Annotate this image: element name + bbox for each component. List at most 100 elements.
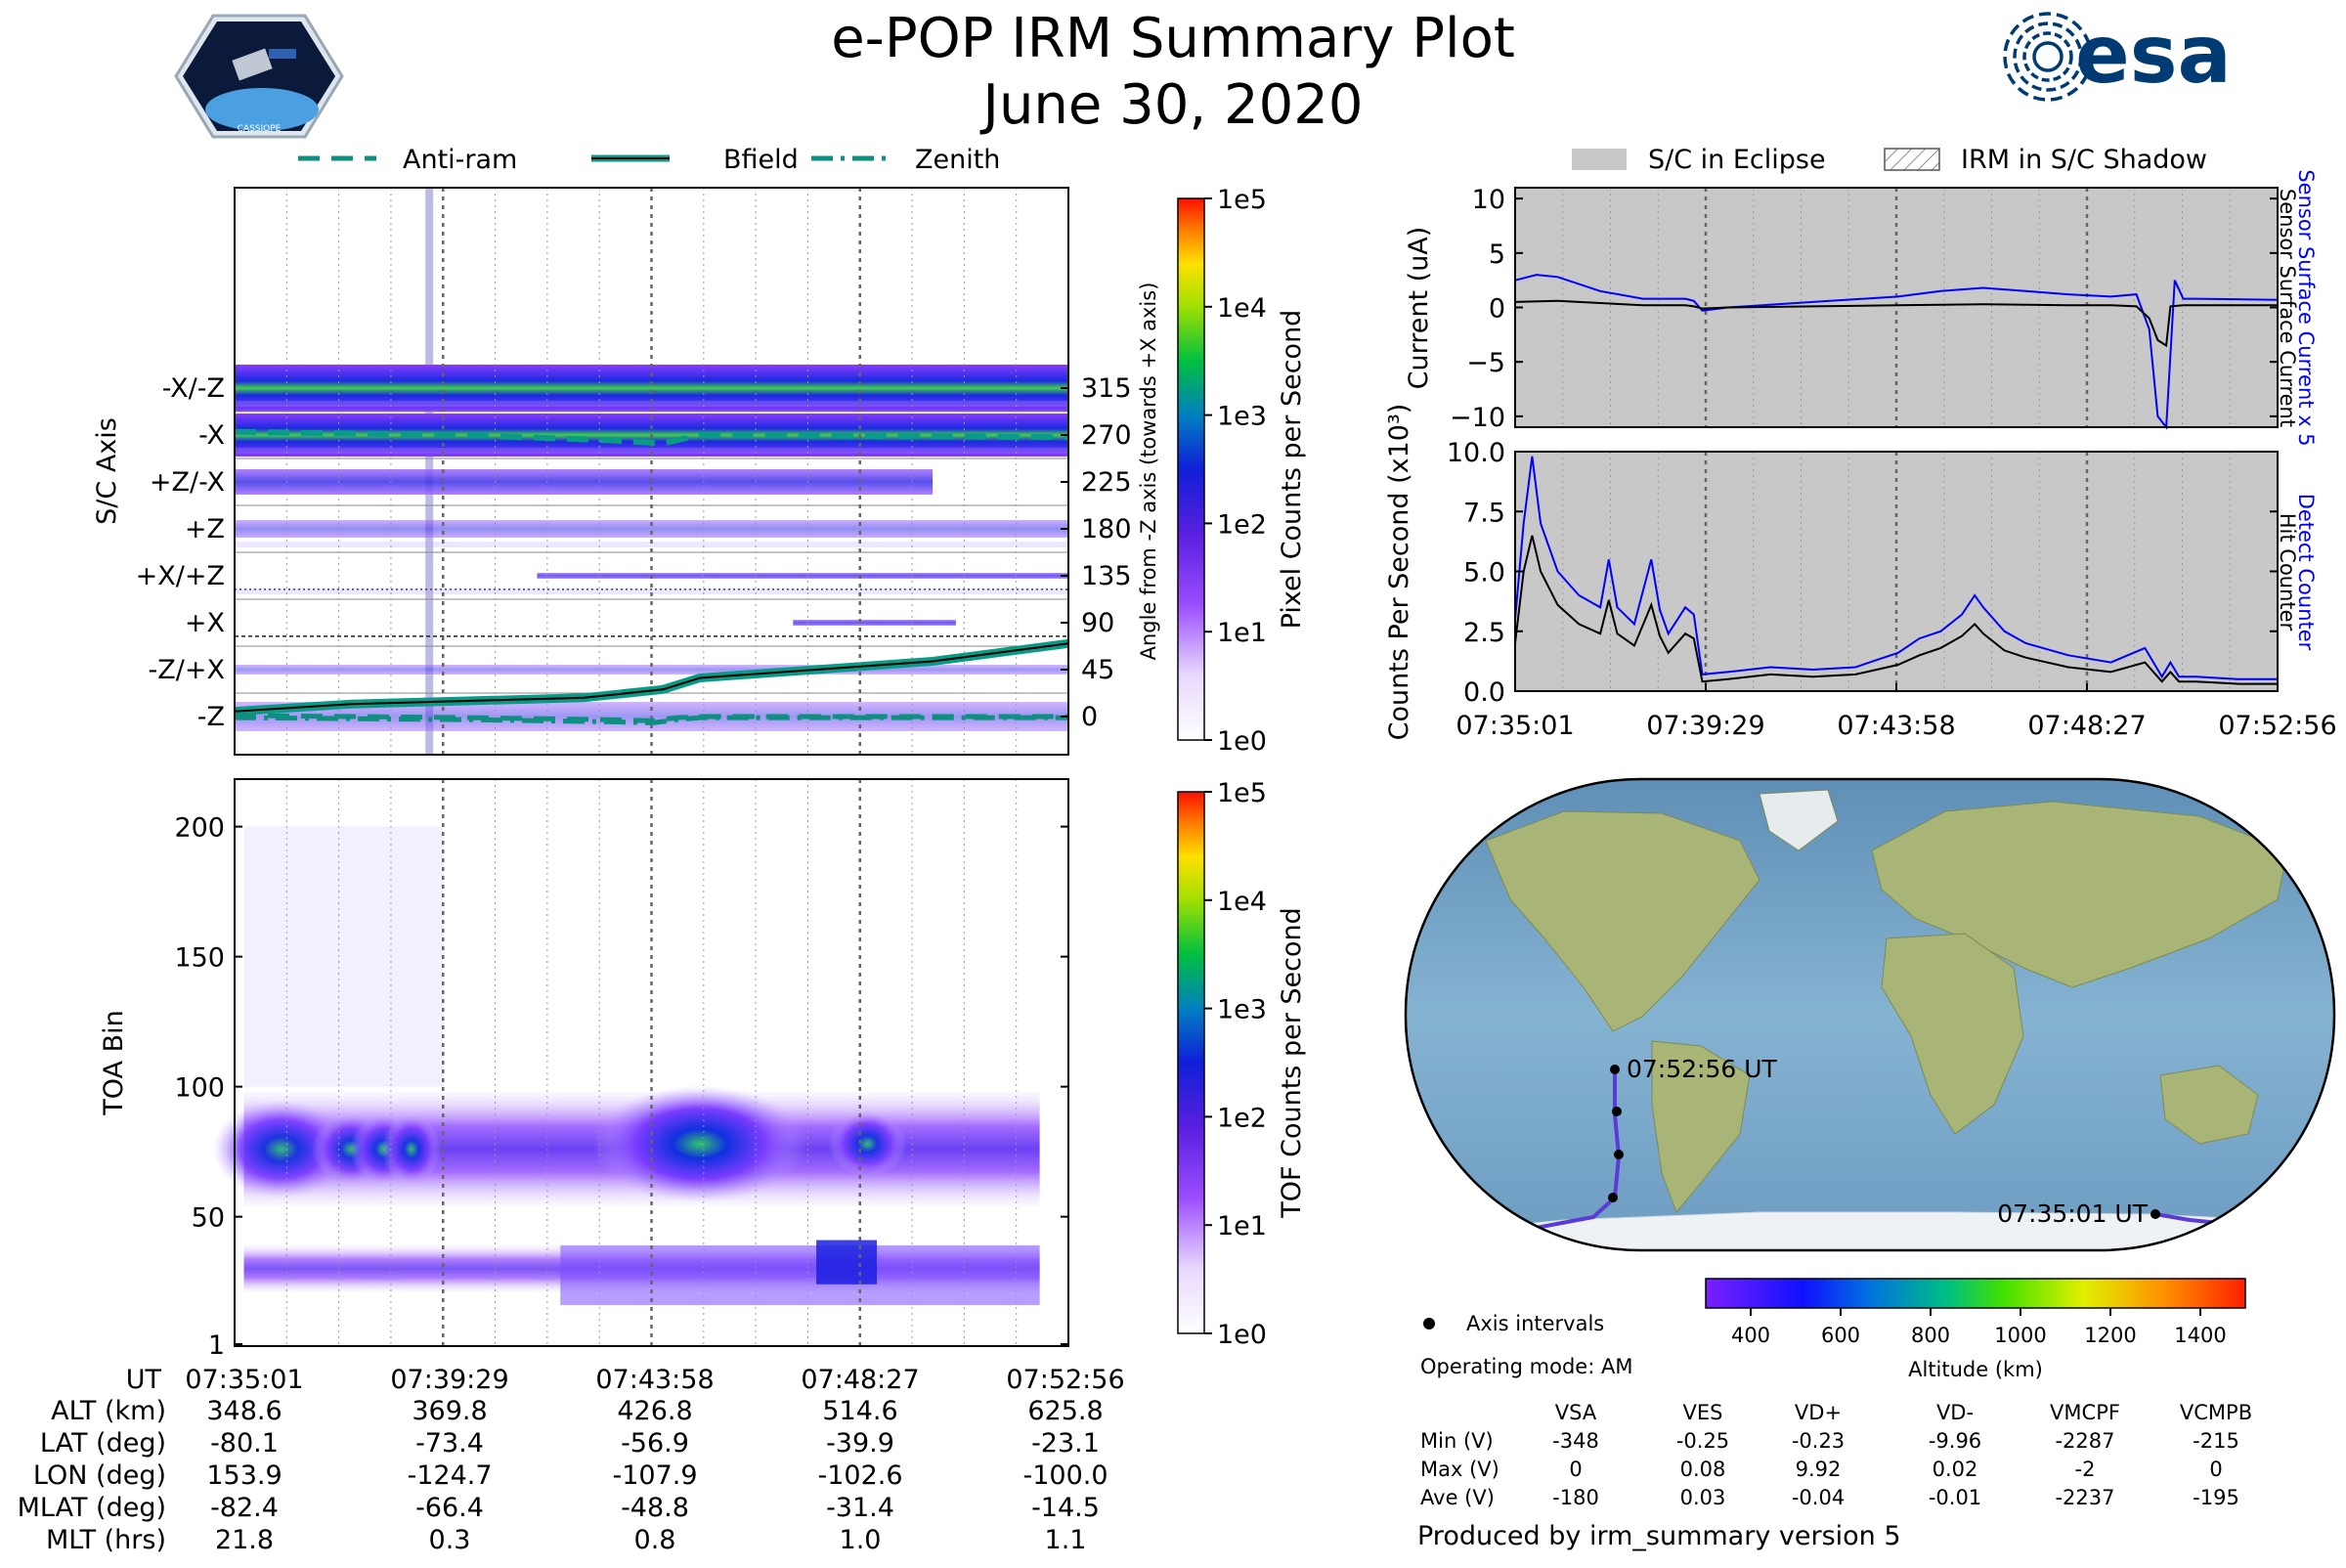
series-detect-counter: [1514, 456, 2278, 680]
altitude-colorbar-gradient: [1705, 1278, 2246, 1309]
map-frame: [1404, 777, 2336, 1252]
sc-axis-tick-label: +Z: [185, 514, 225, 544]
orbit-track: [1514, 1067, 1622, 1234]
esa-logo-text: esa: [2075, 9, 2232, 102]
ytick-label: 5.0: [1463, 558, 1505, 588]
esa-logo: esa: [2003, 9, 2232, 102]
ytick-label: 10.0: [1447, 438, 1505, 468]
ephemeris-time-label: 07:35:01: [185, 1365, 303, 1395]
voltage-row-label: Max (V): [1420, 1458, 1499, 1481]
colorbar-tick-label: 1e4: [1217, 887, 1267, 917]
counts-panel-yticks: 10.0 7.5 5.0 2.5 0.0: [1447, 438, 2278, 708]
pixel-panel-time-grid: [285, 188, 1018, 755]
page-title: e-POP IRM Summary Plot: [831, 7, 1515, 70]
ephemeris-value: 21.8: [215, 1525, 274, 1555]
ytick-label: −5: [1466, 348, 1505, 378]
ephemeris-value: 1.1: [1045, 1525, 1087, 1555]
pixel-panel-right-ticks: 315 270 225 180 135 90 45 0: [1061, 373, 1132, 732]
legend-shadow-swatch: [1884, 148, 1940, 171]
xtick-label: 07:35:01: [1455, 711, 1574, 741]
current-panel-bg: [1515, 188, 2278, 427]
voltage-value: -0.01: [1929, 1486, 1981, 1509]
ephemeris-value: -80.1: [210, 1428, 279, 1459]
current-panel-ylabel-right-blue: Sensor Surface Current x 5: [2294, 169, 2318, 446]
voltage-value: 0.03: [1680, 1486, 1726, 1509]
voltage-value: 0.02: [1933, 1458, 1978, 1481]
voltage-value: 9.92: [1796, 1458, 1842, 1481]
toa-tick-label: 200: [174, 813, 225, 844]
toa-tick-label: 100: [174, 1073, 225, 1104]
ephemeris-value: -102.6: [817, 1460, 902, 1491]
axis-intervals-label: Axis intervals: [1466, 1312, 1604, 1335]
tof-colorbar-label: TOF Counts per Second: [1277, 907, 1307, 1219]
voltage-value: -0.25: [1676, 1429, 1729, 1453]
angle-tick-label: 45: [1081, 655, 1114, 685]
colorbar-tick-label: 1e4: [1217, 293, 1267, 324]
ephemeris-row-label: MLT (hrs): [46, 1525, 166, 1555]
toa-panel-frame: [234, 778, 1069, 1347]
altitude-colorbar-ticks: 400 600 800 1000 1200 1400: [1731, 1308, 2227, 1347]
counts-panel-bg: [1515, 452, 2278, 691]
orbit-marker: [1612, 1107, 1622, 1116]
altitude-tick-label: 800: [1911, 1324, 1950, 1347]
map-info: Axis intervals Operating mode: AM: [1420, 1312, 1632, 1378]
altitude-tick-label: 600: [1821, 1324, 1860, 1347]
colorbar-tick-label: 1e3: [1217, 402, 1267, 432]
ephemeris-time-label: 07:39:29: [390, 1365, 508, 1395]
land-africa: [1881, 933, 2024, 1135]
land-australia: [2159, 1065, 2259, 1145]
ephemeris-value: 348.6: [206, 1396, 282, 1426]
toa-lower-band-dense: [560, 1244, 1040, 1306]
xtick-label: 07:43:58: [1837, 711, 1955, 741]
orbit-marker: [1614, 1150, 1624, 1159]
voltage-value: -195: [2193, 1486, 2239, 1509]
ephemeris-row-label: MLAT (deg): [18, 1493, 166, 1523]
series-bfield-x-band-: [234, 428, 1069, 447]
toa-tick-label: 50: [192, 1203, 225, 1234]
ephemeris-value: -66.4: [415, 1493, 484, 1523]
ephemeris-value: -107.9: [612, 1460, 697, 1491]
voltage-row-label: Min (V): [1420, 1429, 1494, 1453]
ephemeris-value: 1.0: [840, 1525, 882, 1555]
xtick-label: 07:52:56: [2218, 711, 2336, 741]
pixel-band: [235, 469, 934, 495]
current-panel-grid: [1562, 188, 2231, 427]
voltage-value: -0.23: [1792, 1429, 1845, 1453]
tof-colorbar-gradient: [1177, 791, 1205, 1334]
pixel-band-faint: [235, 401, 1068, 407]
series-sensor-surface-current-x-5: [1514, 274, 2279, 430]
map-land: [1426, 789, 2327, 1250]
voltage-row-label: Ave (V): [1420, 1486, 1495, 1509]
ephemeris-value: -48.8: [621, 1493, 689, 1523]
pixel-panel-frame: [234, 187, 1069, 756]
colorbar-tick-label: 1e3: [1217, 995, 1267, 1025]
angle-tick-label: 270: [1081, 420, 1132, 451]
pixel-band: [235, 665, 1068, 675]
current-panel-ylabel-right-black: Sensor Surface Current: [2276, 189, 2299, 427]
voltage-value: -2237: [2055, 1486, 2114, 1509]
ephemeris-value: 0.3: [429, 1525, 471, 1555]
series-hit-counter: [1514, 535, 2278, 685]
ephemeris-time-label: 07:43:58: [595, 1365, 714, 1395]
voltage-header: VSA: [1555, 1401, 1597, 1424]
ytick-label: 0.0: [1463, 677, 1505, 708]
orbit-map: 07:52:56 UT 07:35:01 UT: [1404, 777, 2336, 1252]
world-map: [1406, 779, 2334, 1250]
voltage-header: VD-: [1936, 1401, 1974, 1424]
angle-tick-label: 315: [1081, 373, 1132, 404]
voltage-value: -215: [2193, 1429, 2239, 1453]
series-zenith: [234, 715, 1068, 725]
ephemeris-value: -124.7: [407, 1460, 492, 1491]
ytick-label: 0: [1489, 294, 1505, 325]
ephemeris-value: -14.5: [1031, 1493, 1100, 1523]
counts-panel-lines: [1514, 456, 2278, 685]
colorbar-tick-label: 1e5: [1217, 778, 1267, 808]
sc-axis-tick-label: -X: [198, 420, 225, 451]
land-south-america: [1651, 1040, 1751, 1213]
ephemeris-value: 426.8: [617, 1396, 692, 1426]
ephemeris-row-label: LAT (deg): [40, 1428, 166, 1459]
land-north-america: [1485, 810, 1760, 1032]
axis-intervals-icon: [1423, 1318, 1435, 1329]
